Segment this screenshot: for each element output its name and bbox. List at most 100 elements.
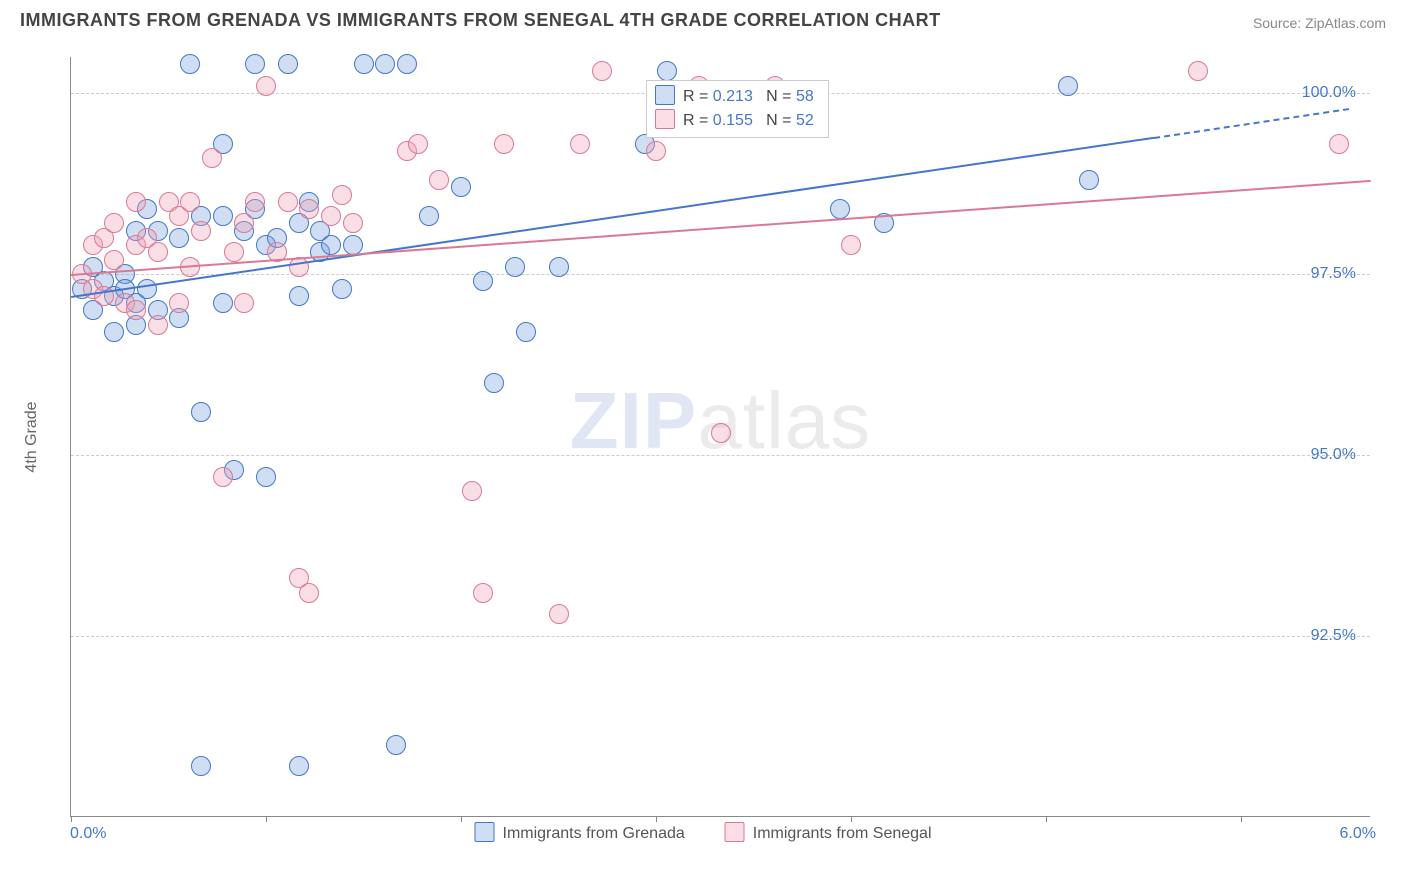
- data-point: [148, 315, 168, 335]
- legend-swatch: [655, 85, 675, 105]
- legend-r-value: 0.213: [713, 88, 753, 105]
- data-point: [104, 322, 124, 342]
- data-point: [1329, 134, 1349, 154]
- data-point: [549, 604, 569, 624]
- legend-swatch: [725, 822, 745, 842]
- data-point: [169, 293, 189, 313]
- data-point: [299, 583, 319, 603]
- data-point: [245, 192, 265, 212]
- data-point: [321, 235, 341, 255]
- data-point: [473, 583, 493, 603]
- x-axis-max-label: 6.0%: [1340, 825, 1376, 843]
- trend-line: [71, 180, 1371, 276]
- gridline: [71, 636, 1370, 637]
- chart-title: IMMIGRANTS FROM GRENADA VS IMMIGRANTS FR…: [20, 10, 941, 31]
- data-point: [180, 192, 200, 212]
- series-legend: Immigrants from Grenada Immigrants from S…: [474, 822, 931, 843]
- data-point: [1188, 61, 1208, 81]
- legend-n-value: 52: [796, 112, 814, 129]
- watermark: ZIPatlas: [570, 375, 871, 467]
- data-point: [256, 76, 276, 96]
- legend-swatch: [474, 822, 494, 842]
- data-point: [191, 221, 211, 241]
- data-point: [191, 756, 211, 776]
- gridline: [71, 455, 1370, 456]
- x-tick: [461, 816, 462, 822]
- data-point: [137, 279, 157, 299]
- data-point: [646, 141, 666, 161]
- x-tick: [266, 816, 267, 822]
- legend-label: Immigrants from Senegal: [753, 825, 932, 842]
- data-point: [473, 271, 493, 291]
- trend-line: [1154, 108, 1349, 139]
- y-tick-label: 95.0%: [1311, 446, 1356, 464]
- data-point: [375, 54, 395, 74]
- legend-n-label: N =: [753, 88, 796, 105]
- x-tick: [71, 816, 72, 822]
- data-point: [657, 61, 677, 81]
- data-point: [549, 257, 569, 277]
- gridline: [71, 274, 1370, 275]
- data-point: [1079, 170, 1099, 190]
- data-point: [570, 134, 590, 154]
- data-point: [408, 134, 428, 154]
- correlation-legend-row: R = 0.155 N = 52: [655, 109, 814, 133]
- data-point: [245, 54, 265, 74]
- y-axis-label: 4th Grade: [23, 401, 41, 472]
- data-point: [191, 402, 211, 422]
- correlation-chart: 4th Grade ZIPatlas 92.5% 95.0% 97.5% 100.0%…: [20, 37, 1386, 837]
- data-point: [213, 293, 233, 313]
- data-point: [462, 481, 482, 501]
- data-point: [711, 423, 731, 443]
- plot-area: ZIPatlas 92.5% 95.0% 97.5% 100.0% R = 0.213 …: [70, 57, 1370, 817]
- correlation-legend: R = 0.213 N = 58 R = 0.155 N = 52: [646, 80, 829, 138]
- data-point: [256, 467, 276, 487]
- legend-r-label: R =: [683, 112, 713, 129]
- data-point: [321, 206, 341, 226]
- data-point: [202, 148, 222, 168]
- legend-label: Immigrants from Grenada: [502, 825, 684, 842]
- data-point: [592, 61, 612, 81]
- data-point: [234, 213, 254, 233]
- data-point: [94, 286, 114, 306]
- data-point: [148, 242, 168, 262]
- data-point: [289, 756, 309, 776]
- data-point: [505, 257, 525, 277]
- legend-swatch: [655, 109, 675, 129]
- data-point: [289, 286, 309, 306]
- data-point: [213, 206, 233, 226]
- data-point: [1058, 76, 1078, 96]
- data-point: [104, 213, 124, 233]
- data-point: [332, 279, 352, 299]
- y-tick-label: 100.0%: [1302, 84, 1356, 102]
- data-point: [126, 192, 146, 212]
- data-point: [397, 54, 417, 74]
- data-point: [169, 228, 189, 248]
- x-tick: [1241, 816, 1242, 822]
- y-tick-label: 92.5%: [1311, 627, 1356, 645]
- data-point: [451, 177, 471, 197]
- data-point: [494, 134, 514, 154]
- data-point: [224, 242, 244, 262]
- data-point: [354, 54, 374, 74]
- legend-r-label: R =: [683, 88, 713, 105]
- header: IMMIGRANTS FROM GRENADA VS IMMIGRANTS FR…: [0, 0, 1406, 37]
- data-point: [213, 467, 233, 487]
- y-tick-label: 97.5%: [1311, 265, 1356, 283]
- data-point: [278, 54, 298, 74]
- source-attribution: Source: ZipAtlas.com: [1253, 15, 1386, 31]
- data-point: [234, 293, 254, 313]
- data-point: [104, 250, 124, 270]
- legend-r-value: 0.155: [713, 112, 753, 129]
- data-point: [343, 213, 363, 233]
- legend-item: Immigrants from Grenada: [474, 822, 684, 843]
- legend-item: Immigrants from Senegal: [725, 822, 932, 843]
- data-point: [830, 199, 850, 219]
- data-point: [299, 199, 319, 219]
- data-point: [484, 373, 504, 393]
- legend-n-value: 58: [796, 88, 814, 105]
- legend-n-label: N =: [753, 112, 796, 129]
- data-point: [386, 735, 406, 755]
- data-point: [180, 54, 200, 74]
- x-axis-min-label: 0.0%: [70, 825, 106, 843]
